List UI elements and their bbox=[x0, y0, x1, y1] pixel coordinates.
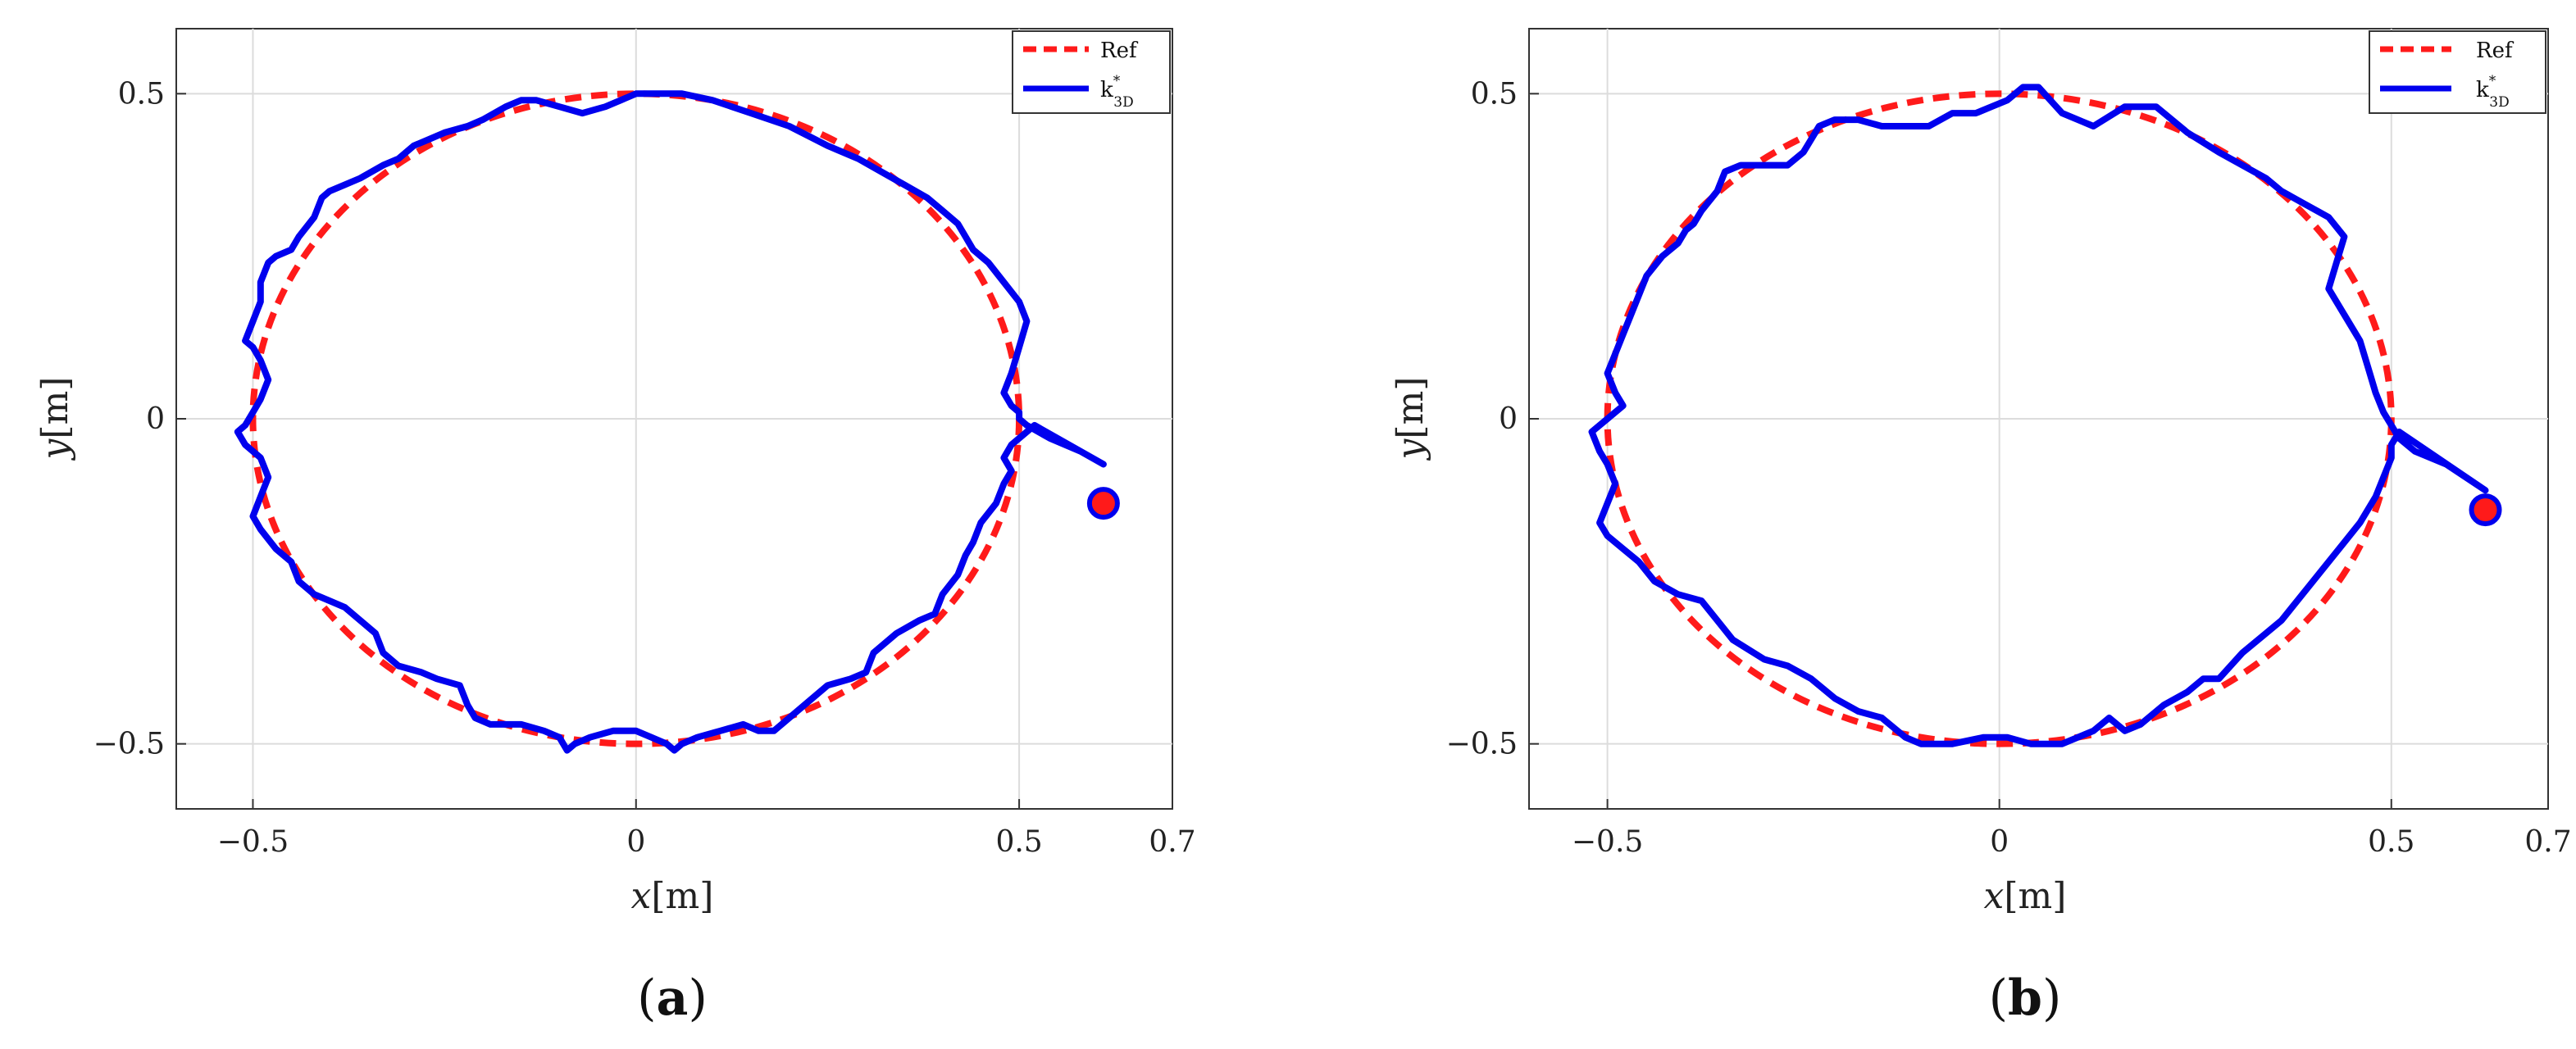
y-axis-label-a: y[m] bbox=[34, 377, 76, 461]
y-tick-label: 0.5 bbox=[118, 77, 165, 111]
panel-a: −0.5 0 0.5 0.7 −0.500.5 x[m] y[m] Ref k* 3D … bbox=[34, 28, 1196, 1027]
x-tick-labels-b: −0.5 0 0.5 0.7 bbox=[1572, 825, 2572, 859]
y-axis-label-b: y[m] bbox=[1390, 377, 1431, 461]
x-tick-labels-a: −0.5 0 0.5 0.7 bbox=[217, 825, 1196, 859]
caption-b: (b) bbox=[1989, 970, 2062, 1027]
y-tick-labels-a: −0.5 0 0.5 bbox=[93, 77, 165, 761]
x-tick-label: 0 bbox=[626, 825, 645, 859]
series-b bbox=[1588, 84, 2502, 747]
trajectory-k3d bbox=[1588, 84, 2489, 747]
x-tick-label: 0 bbox=[1990, 825, 2009, 859]
x-tick-label: 0.7 bbox=[1149, 825, 1195, 859]
x-tick-label: −0.5 bbox=[1572, 825, 1643, 859]
legend-label-ref-b: Ref bbox=[2476, 39, 2515, 63]
x-tick-label: 0.5 bbox=[995, 825, 1042, 859]
y-tick-label: 0 bbox=[1499, 402, 1518, 436]
y-tick-labels-b: −0.5 0 0.5 bbox=[1446, 77, 1518, 761]
series-a bbox=[234, 90, 1120, 754]
x-tick-label: 0.7 bbox=[2524, 825, 2571, 859]
x-tick-label: −0.5 bbox=[217, 825, 289, 859]
legend-label-ref-a: Ref bbox=[1100, 39, 1139, 63]
y-tick-label: 0 bbox=[146, 402, 165, 436]
panel-b: −0.5 0 0.5 0.7 −0.500.5 x[m] y[m] Ref k* 3D … bbox=[1390, 28, 2572, 1027]
x-axis-label-a: x[m] bbox=[631, 875, 714, 917]
y-tick-label: 0.5 bbox=[1471, 77, 1518, 111]
legend-b: Ref k* 3D bbox=[2369, 30, 2546, 114]
legend-box-a bbox=[1012, 30, 1171, 114]
legend-a: Ref k* 3D bbox=[1012, 30, 1171, 114]
start-point-marker bbox=[1086, 487, 1120, 520]
y-tick-label: −0.5 bbox=[1446, 728, 1518, 761]
x-tick-label: 0.5 bbox=[2368, 825, 2414, 859]
trajectory-k3d bbox=[234, 90, 1107, 754]
start-point-marker bbox=[2469, 493, 2502, 527]
x-axis-label-b: x[m] bbox=[1984, 875, 2067, 917]
y-tick-label: −0.5 bbox=[93, 728, 165, 761]
caption-a: (a) bbox=[637, 970, 708, 1027]
legend-box-b bbox=[2369, 30, 2546, 114]
